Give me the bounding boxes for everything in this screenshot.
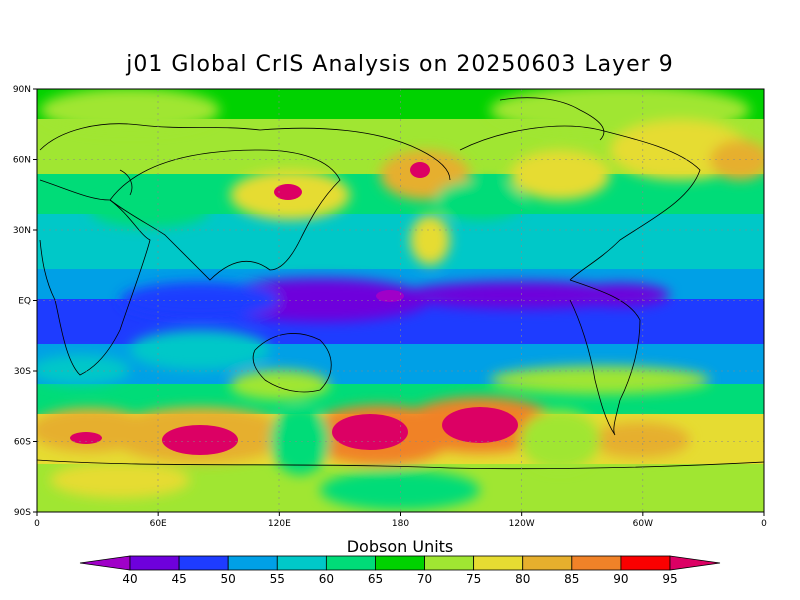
lon-tick-label: 0 (761, 519, 767, 529)
lon-tick-label: 180 (392, 519, 409, 529)
colorbar-tick-label: 90 (613, 572, 628, 586)
colorbar-high-arrow (669, 555, 721, 571)
colorbar-tick-label: 60 (319, 572, 334, 586)
colorbar-low-arrow (79, 555, 131, 571)
lat-tick-label: 90N (13, 85, 31, 95)
colorbar-swatch (571, 555, 622, 571)
colorbar-swatch (620, 555, 671, 571)
ozone-field (37, 89, 764, 512)
colorbar-title: Dobson Units (346, 537, 454, 556)
colorbar-swatch (424, 555, 475, 571)
colorbar-tick-label: 85 (564, 572, 579, 586)
colorbar-swatch (276, 555, 327, 571)
colorbar-tick-label: 65 (368, 572, 383, 586)
map-title: j01 Global CrIS Analysis on 20250603 Lay… (126, 52, 674, 77)
colorbar-swatch (522, 555, 573, 571)
coastlines (37, 97, 764, 470)
colorbar-swatch (375, 555, 425, 571)
colorbar-tick-label: 45 (171, 572, 186, 586)
colorbar-swatch (473, 555, 524, 571)
colorbar-tick-label: 75 (466, 572, 481, 586)
lat-tick-label: 60N (13, 156, 31, 166)
lat-tick-label: EQ (18, 297, 31, 307)
colorbar-tick-label: 55 (270, 572, 285, 586)
colorbar-tick-label: 40 (122, 572, 137, 586)
colorbar-tick-label: 70 (417, 572, 432, 586)
colorbar-swatch (178, 555, 229, 571)
graticule (37, 89, 764, 512)
lon-tick-label: 0 (34, 519, 40, 529)
colorbar-swatch (325, 555, 376, 571)
lon-tick-labels: 0 60E 120E 180 120W 60W 0 (34, 512, 767, 529)
colorbar-tick-label: 80 (515, 572, 530, 586)
lat-tick-label: 30S (14, 367, 31, 377)
colorbar-tick-label: 50 (221, 572, 236, 586)
lat-tick-label: 90S (14, 508, 31, 518)
lon-tick-label: 60E (150, 519, 167, 529)
colorbar-swatch (227, 555, 278, 571)
colorbar-tick-label: 95 (662, 572, 677, 586)
lat-tick-labels: 90N 60N 30N EQ 30S 60S 90S (13, 85, 37, 518)
colorbar: 40 45 50 55 60 65 70 75 80 85 90 95 (79, 555, 721, 586)
lon-tick-label: 120W (509, 519, 535, 529)
lat-tick-label: 30N (13, 226, 31, 236)
lon-tick-label: 60W (633, 519, 653, 529)
lon-tick-label: 120E (268, 519, 291, 529)
lat-tick-label: 60S (14, 438, 31, 448)
colorbar-swatch (129, 555, 180, 571)
